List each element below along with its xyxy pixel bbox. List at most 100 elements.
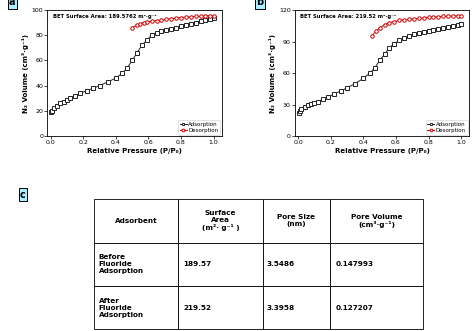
- Text: a: a: [9, 0, 16, 7]
- Adsorption: [377, 59, 383, 63]
- Adsorption: [426, 29, 431, 33]
- Adsorption: [67, 96, 73, 100]
- Adsorption: [113, 76, 118, 80]
- Adsorption: [134, 51, 140, 55]
- Legend: Adsorption, Desorption: Adsorption, Desorption: [178, 120, 220, 135]
- Desorption: [154, 19, 159, 23]
- Adsorption: [90, 86, 96, 90]
- Desorption: [134, 23, 140, 27]
- Adsorption: [49, 110, 55, 114]
- Adsorption: [119, 71, 125, 75]
- Desorption: [455, 14, 461, 18]
- Adsorption: [361, 76, 366, 80]
- Adsorption: [297, 109, 303, 113]
- Adsorption: [309, 102, 314, 106]
- Text: BET Surface Area: 189.5762 m²·g⁻¹: BET Surface Area: 189.5762 m²·g⁻¹: [53, 14, 156, 19]
- Adsorption: [299, 107, 304, 111]
- Adsorption: [55, 104, 60, 108]
- Desorption: [426, 15, 431, 19]
- Adsorption: [296, 111, 302, 115]
- Adsorption: [302, 105, 308, 109]
- Adsorption: [372, 66, 378, 70]
- Adsorption: [320, 97, 326, 101]
- Adsorption: [455, 23, 461, 27]
- Adsorption: [105, 80, 110, 84]
- Adsorption: [72, 94, 78, 98]
- Adsorption: [406, 34, 412, 38]
- Desorption: [374, 29, 379, 33]
- Adsorption: [154, 31, 159, 35]
- Adsorption: [49, 109, 55, 113]
- Adsorption: [188, 22, 193, 26]
- Adsorption: [458, 22, 464, 25]
- Adsorption: [124, 66, 130, 70]
- Desorption: [129, 25, 135, 29]
- Adsorption: [331, 92, 337, 96]
- Adsorption: [344, 86, 350, 90]
- Desorption: [164, 18, 169, 22]
- Desorption: [445, 14, 451, 18]
- Adsorption: [139, 43, 145, 47]
- Adsorption: [436, 27, 441, 31]
- Desorption: [392, 20, 397, 24]
- Adsorption: [168, 27, 174, 31]
- Desorption: [450, 14, 456, 18]
- Adsorption: [311, 101, 317, 105]
- Desorption: [183, 15, 189, 19]
- Adsorption: [416, 31, 421, 35]
- Text: BET Surface Area: 219.52 m²·g⁻¹: BET Surface Area: 219.52 m²·g⁻¹: [300, 14, 396, 19]
- Adsorption: [77, 91, 83, 95]
- Adsorption: [392, 42, 397, 46]
- Adsorption: [64, 98, 70, 102]
- Adsorption: [57, 101, 63, 105]
- Adsorption: [149, 33, 155, 37]
- Desorption: [387, 21, 392, 24]
- Adsorption: [208, 17, 213, 21]
- Adsorption: [97, 84, 102, 88]
- Adsorption: [144, 38, 150, 42]
- Adsorption: [83, 89, 89, 93]
- Line: Desorption: Desorption: [130, 14, 215, 29]
- Adsorption: [445, 25, 451, 29]
- Adsorption: [51, 107, 57, 111]
- Adsorption: [202, 18, 208, 22]
- Adsorption: [178, 24, 184, 28]
- Desorption: [211, 14, 217, 18]
- Desorption: [421, 16, 427, 20]
- Adsorption: [367, 71, 373, 75]
- Adsorption: [305, 103, 311, 107]
- Adsorption: [450, 24, 456, 28]
- Desorption: [416, 16, 421, 20]
- Desorption: [149, 19, 155, 23]
- Desorption: [144, 20, 150, 24]
- Adsorption: [430, 28, 436, 32]
- Adsorption: [440, 26, 446, 30]
- Adsorption: [421, 30, 427, 34]
- Adsorption: [352, 82, 358, 86]
- Desorption: [396, 19, 402, 23]
- Adsorption: [325, 95, 330, 99]
- Desorption: [458, 14, 464, 18]
- Desorption: [406, 18, 412, 22]
- Adsorption: [411, 32, 417, 36]
- Adsorption: [173, 25, 179, 29]
- Desorption: [188, 15, 193, 19]
- Desorption: [440, 15, 446, 19]
- Y-axis label: N₂ Volume (cm³·g⁻¹): N₂ Volume (cm³·g⁻¹): [22, 33, 29, 113]
- Adsorption: [61, 100, 66, 104]
- Adsorption: [183, 23, 189, 27]
- X-axis label: Relative Pressure (P/P₀): Relative Pressure (P/P₀): [335, 148, 429, 154]
- Adsorption: [193, 21, 199, 24]
- Desorption: [137, 22, 143, 26]
- Adsorption: [129, 59, 135, 63]
- Adsorption: [337, 89, 343, 93]
- Adsorption: [211, 16, 217, 20]
- Desorption: [173, 16, 179, 20]
- Desorption: [193, 15, 199, 19]
- Desorption: [159, 18, 164, 22]
- Text: c: c: [20, 190, 26, 200]
- Adsorption: [164, 28, 169, 32]
- Y-axis label: N₂ Volume (cm³·g⁻¹): N₂ Volume (cm³·g⁻¹): [269, 33, 276, 113]
- Line: Desorption: Desorption: [370, 14, 463, 38]
- Adsorption: [315, 100, 320, 104]
